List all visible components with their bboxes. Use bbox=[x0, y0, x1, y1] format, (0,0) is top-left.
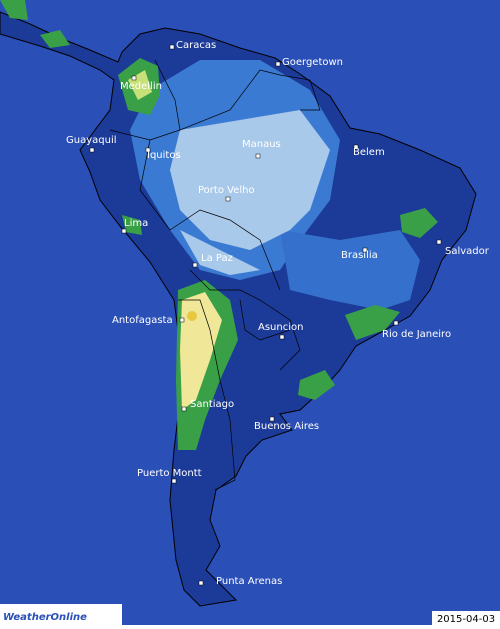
city-label: Belem bbox=[353, 147, 385, 158]
logo: WeatherOnline bbox=[3, 612, 87, 623]
city-label: Iquitos bbox=[147, 150, 181, 161]
city-label: Guayaquil bbox=[66, 135, 117, 146]
city-label: Buenos Aires bbox=[254, 421, 319, 432]
dry-zone bbox=[345, 305, 400, 340]
city-marker bbox=[131, 75, 137, 81]
city-marker bbox=[169, 44, 175, 50]
light-zone bbox=[170, 110, 330, 250]
city-marker bbox=[255, 153, 261, 159]
city-label: Santiago bbox=[190, 399, 234, 410]
dry-zone bbox=[0, 0, 70, 48]
city-label: Lima bbox=[124, 218, 148, 229]
light-zone bbox=[180, 230, 260, 275]
city-marker bbox=[362, 247, 368, 253]
city-label: Rio de Janeiro bbox=[382, 329, 451, 340]
city-marker bbox=[181, 406, 187, 412]
city-marker bbox=[436, 239, 442, 245]
city-label: Punta Arenas bbox=[216, 576, 282, 587]
dry-zone bbox=[400, 208, 438, 238]
city-marker bbox=[179, 317, 185, 323]
date: 2015-04-03 bbox=[437, 614, 495, 625]
city-label: Asuncion bbox=[258, 322, 303, 333]
borders bbox=[109, 59, 321, 491]
city-marker bbox=[121, 228, 127, 234]
dry-zone bbox=[122, 215, 142, 235]
city-marker bbox=[192, 262, 198, 268]
rain-zone bbox=[280, 230, 420, 310]
city-marker bbox=[198, 580, 204, 586]
city-marker bbox=[393, 320, 399, 326]
city-label: Brasilia bbox=[341, 250, 378, 261]
city-label: Manaus bbox=[242, 139, 281, 150]
city-label: Porto Velho bbox=[198, 185, 255, 196]
hot-spot bbox=[187, 311, 197, 321]
city-label: Goergetown bbox=[282, 57, 343, 68]
desert-zone bbox=[180, 292, 222, 410]
city-marker bbox=[171, 478, 177, 484]
city-marker bbox=[275, 61, 281, 67]
city-label: Medellin bbox=[120, 81, 162, 92]
city-label: Puerto Montt bbox=[137, 468, 202, 479]
city-label: Caracas bbox=[176, 40, 216, 51]
continent bbox=[0, 11, 477, 607]
logo-box bbox=[0, 604, 122, 625]
city-label: Antofagasta bbox=[112, 315, 173, 326]
city-marker bbox=[269, 416, 275, 422]
city-layer: Caracas Goergetown Medellin Guayaquil Iquito… bbox=[66, 40, 490, 587]
dry-zone bbox=[298, 370, 335, 400]
date-box bbox=[432, 611, 500, 625]
city-marker bbox=[353, 144, 359, 150]
city-label: La Paz bbox=[201, 253, 233, 264]
city-marker bbox=[145, 147, 151, 153]
city-label: Salvador bbox=[445, 246, 490, 257]
city-marker bbox=[279, 334, 285, 340]
city-marker bbox=[225, 196, 231, 202]
city-marker bbox=[89, 147, 95, 153]
